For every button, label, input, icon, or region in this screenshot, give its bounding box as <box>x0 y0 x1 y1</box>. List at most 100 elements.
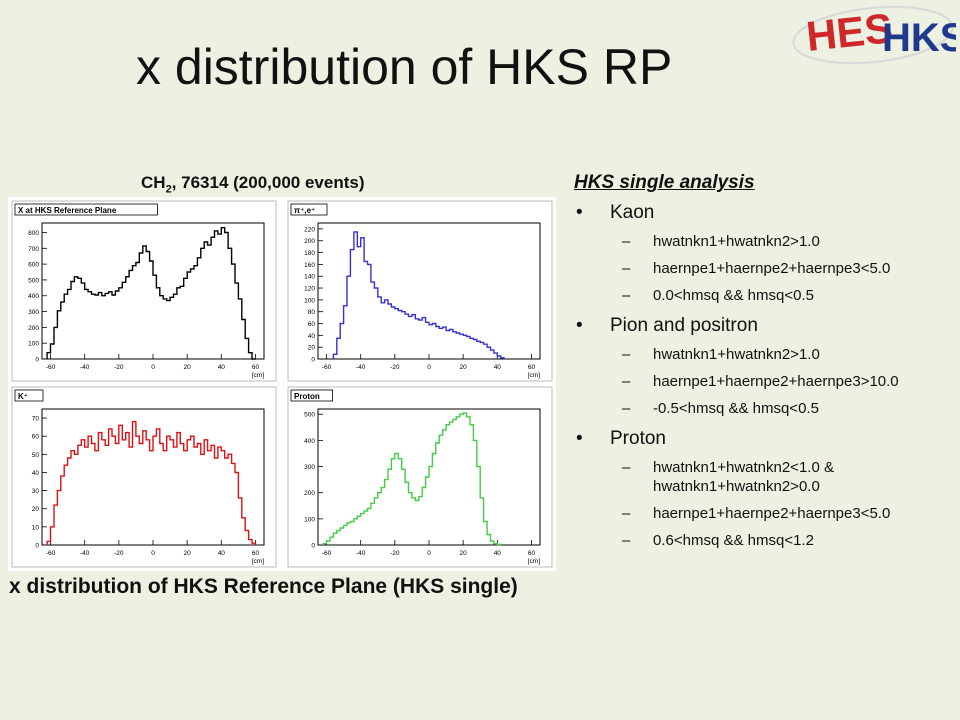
y-tick-label: 180 <box>304 250 315 257</box>
y-tick-label: 40 <box>308 333 316 340</box>
group-label: Kaon <box>574 200 954 226</box>
condition-item: hwatnkn1+hwatnkn2>1.0 <box>574 232 943 251</box>
x-unit-label: [cm] <box>528 372 540 379</box>
condition-item: haernpe1+haernpe2+haernpe3<5.0 <box>574 504 943 523</box>
histogram-title: π⁺,e⁺ <box>294 206 315 215</box>
group-label: Proton <box>574 426 954 452</box>
x-tick-label: -20 <box>114 364 124 371</box>
condition-item: -0.5<hmsq && hmsq<0.5 <box>574 399 943 418</box>
x-tick-label: -60 <box>46 550 56 557</box>
y-tick-label: 700 <box>28 246 39 253</box>
x-tick-label: 0 <box>151 364 155 371</box>
x-tick-label: 40 <box>218 364 226 371</box>
histogram-series <box>46 421 257 545</box>
y-tick-label: 20 <box>308 345 316 352</box>
logo-hes-text: HES <box>804 4 895 60</box>
condition-item: haernpe1+haernpe2+haernpe3<5.0 <box>574 259 943 278</box>
x-tick-label: 0 <box>427 550 431 557</box>
histogram-title: X at HKS Reference Plane <box>18 206 117 215</box>
x-tick-label: -40 <box>356 550 366 557</box>
condition-item: 0.6<hmsq && hmsq<1.2 <box>574 531 943 550</box>
x-tick-label: -60 <box>322 550 332 557</box>
x-tick-label: 60 <box>252 550 260 557</box>
histogram-title: K⁺ <box>18 392 28 401</box>
x-tick-label: 60 <box>528 550 536 557</box>
histogram-panel: X at HKS Reference Plane -60 -40 -20 0 20 40 60… <box>8 197 556 571</box>
histogram-1: X at HKS Reference Plane -60 -40 -20 0 20 40 60… <box>11 200 277 382</box>
y-tick-label: 0 <box>311 543 315 550</box>
y-tick-label: 100 <box>304 297 315 304</box>
x-tick-label: 40 <box>494 550 502 557</box>
condition-item: hwatnkn1+hwatnkn2>1.0 <box>574 345 943 364</box>
histograms-svg: X at HKS Reference Plane -60 -40 -20 0 20 40 60… <box>11 200 553 568</box>
histogram-series <box>46 227 256 360</box>
y-tick-label: 500 <box>304 412 315 419</box>
slide-title: x distribution of HKS RP <box>136 39 673 95</box>
y-tick-label: 60 <box>32 434 40 441</box>
x-tick-label: -60 <box>322 364 332 371</box>
y-tick-label: 0 <box>311 357 315 364</box>
histogram-3: K⁺ -60 -40 -20 0 20 40 60 0 10 20 30 40 50 60 70 [cm] <box>11 386 277 568</box>
histogram-4: Proton -60 -40 -20 0 20 40 60 0 100 200 300 400 500 [c… <box>287 386 553 568</box>
x-tick-label: 40 <box>494 364 502 371</box>
x-tick-label: -20 <box>390 364 400 371</box>
y-tick-label: 100 <box>28 341 39 348</box>
x-tick-label: 0 <box>427 364 431 371</box>
y-tick-label: 200 <box>28 325 39 332</box>
histogram-frame <box>11 200 277 382</box>
y-tick-label: 500 <box>28 277 39 284</box>
y-tick-label: 140 <box>304 274 315 281</box>
x-tick-label: 40 <box>218 550 226 557</box>
y-tick-label: 10 <box>32 524 40 531</box>
x-tick-label: -60 <box>46 364 56 371</box>
y-tick-label: 50 <box>32 452 40 459</box>
group-label: Pion and positron <box>574 313 954 339</box>
y-tick-label: 120 <box>304 286 315 293</box>
y-tick-label: 100 <box>304 516 315 523</box>
condition-item: haernpe1+haernpe2+haernpe3>10.0 <box>574 372 943 391</box>
x-tick-label: 20 <box>184 550 192 557</box>
y-tick-label: 80 <box>308 309 316 316</box>
histogram-title-box <box>290 203 328 216</box>
x-tick-label: 0 <box>151 550 155 557</box>
y-tick-label: 400 <box>304 438 315 445</box>
x-tick-label: 20 <box>184 364 192 371</box>
histogram-frame <box>287 200 553 382</box>
group-proton: Proton hwatnkn1+hwatnkn2<1.0 & hwatnkn1+… <box>574 426 954 550</box>
x-tick-label: -20 <box>114 550 124 557</box>
y-tick-label: 70 <box>32 416 40 423</box>
analysis-conditions: HKS single analysis Kaon hwatnkn1+hwatnk… <box>574 172 954 558</box>
x-tick-label: -20 <box>390 550 400 557</box>
x-unit-label: [cm] <box>528 558 540 565</box>
x-tick-label: -40 <box>80 364 90 371</box>
x-unit-label: [cm] <box>252 558 264 565</box>
histogram-title-box <box>290 389 333 402</box>
histogram-frame <box>11 386 277 568</box>
y-tick-label: 40 <box>32 470 40 477</box>
histogram-series <box>332 231 505 359</box>
histogram-title-box <box>14 389 44 402</box>
hes-hks-logo: HES HKS <box>792 4 956 65</box>
y-tick-label: 300 <box>28 309 39 316</box>
condition-item: hwatnkn1+hwatnkn2<1.0 & hwatnkn1+hwatnkn… <box>574 458 943 496</box>
y-tick-label: 0 <box>35 543 39 550</box>
histogram-series <box>322 412 502 546</box>
histogram-title: Proton <box>294 392 320 401</box>
y-tick-label: 400 <box>28 293 39 300</box>
x-unit-label: [cm] <box>252 372 264 379</box>
y-tick-label: 0 <box>35 357 39 364</box>
x-tick-label: 60 <box>252 364 260 371</box>
y-tick-label: 600 <box>28 262 39 269</box>
x-tick-label: 20 <box>460 550 468 557</box>
y-tick-label: 200 <box>304 490 315 497</box>
y-tick-label: 220 <box>304 226 315 233</box>
y-tick-label: 60 <box>308 321 316 328</box>
histogram-frame <box>287 386 553 568</box>
y-tick-label: 200 <box>304 238 315 245</box>
histogram-2: π⁺,e⁺ -60 -40 -20 0 20 40 60 0 20 40 60 80 100 120 140 1… <box>287 200 553 382</box>
y-tick-label: 800 <box>28 230 39 237</box>
y-tick-label: 20 <box>32 506 40 513</box>
logo-hks-text: HKS <box>882 16 956 60</box>
x-tick-label: -40 <box>356 364 366 371</box>
y-tick-label: 300 <box>304 464 315 471</box>
